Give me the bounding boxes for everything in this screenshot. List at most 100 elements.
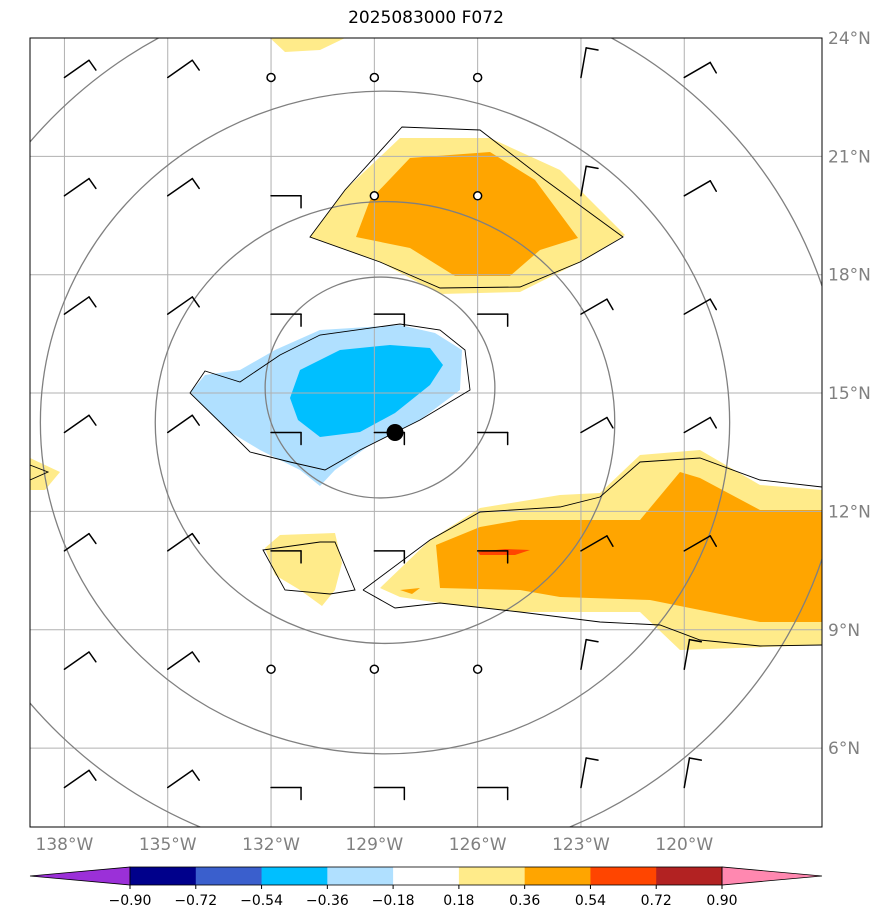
colorbar-segment: [261, 867, 328, 885]
colorbar-segment: [590, 867, 657, 885]
contour-line: [362, 589, 822, 647]
calm-circle: [472, 664, 483, 674]
range-ring: [30, 38, 822, 827]
colorbar-tick-label: −0.90: [109, 893, 152, 909]
latitude-tick-label: 24°N: [828, 29, 871, 49]
range-ring: [264, 276, 496, 499]
wind-barb: [580, 165, 599, 197]
latitude-tick-label: 21°N: [828, 147, 871, 167]
colorbar-segment: [327, 867, 394, 885]
wind-barb: [63, 414, 97, 434]
colorbar-tick-label: 0.36: [509, 893, 540, 909]
wind-barb: [373, 550, 406, 564]
latitude-labels: 24°N 21°N 18°N 15°N 12°N 9°N 6°N: [828, 29, 871, 759]
wind-barb: [166, 59, 200, 79]
shaded-region-north-light: [270, 38, 345, 52]
contour-line: [30, 464, 50, 481]
wind-barb: [476, 313, 509, 327]
colorbar-segment: [656, 867, 723, 885]
wind-barb: [166, 177, 200, 197]
wind-barb: [270, 786, 302, 801]
colorbar-tick-label: −0.54: [240, 893, 283, 909]
wind-barb: [166, 296, 200, 315]
wind-barb: [580, 757, 599, 789]
wind-barb: [270, 431, 302, 446]
wind-barb: [476, 550, 509, 564]
wind-barb: [63, 59, 97, 79]
wind-barb: [580, 298, 614, 315]
wind-barb: [166, 651, 200, 670]
contour-line: [189, 323, 471, 471]
colorbar-tick-label: −0.18: [372, 893, 415, 909]
wind-barb: [63, 296, 97, 315]
wind-barb: [63, 769, 97, 789]
contour-line: [362, 457, 822, 591]
shaded-region-south-orange-tip: [400, 588, 420, 594]
wind-barb: [476, 786, 509, 801]
shaded-region-south-orange: [436, 472, 822, 622]
colorbar-tick-label: −0.72: [174, 893, 217, 909]
colorbar-tick-label: 0.90: [706, 893, 737, 909]
wind-barb: [683, 180, 717, 197]
wind-barb: [580, 638, 599, 670]
calm-circle: [369, 191, 380, 201]
latitude-tick-label: 12°N: [828, 502, 871, 522]
latitude-tick-label: 15°N: [828, 384, 871, 404]
wind-barb: [683, 757, 703, 789]
colorbar-frame: [129, 866, 723, 886]
wind-barb: [476, 431, 509, 446]
wind-barb: [580, 535, 614, 552]
wind-barb: [683, 61, 717, 79]
storm-center-marker: [386, 424, 404, 441]
wind-barb: [63, 532, 97, 552]
longitude-tick-label: 120°W: [655, 835, 713, 855]
longitude-tick-label: 138°W: [36, 835, 94, 855]
colorbar: −0.90 −0.72 −0.54 −0.36 −0.18 0.18 0.36 0.54 0.7…: [29, 866, 823, 909]
contour-line: [262, 541, 356, 595]
wind-barb: [683, 638, 703, 670]
shaded-region-red: [478, 549, 530, 555]
wind-barb: [166, 769, 200, 789]
wind-barb: [683, 298, 717, 315]
colorbar-segment: [393, 867, 460, 885]
shaded-region-negative-medium: [290, 345, 443, 437]
chart-title: 2025083000 F072: [348, 8, 504, 28]
wind-barb: [683, 416, 717, 434]
colorbar-segment: [458, 867, 526, 885]
colorbar-tick-label: −0.36: [306, 893, 349, 909]
longitude-tick-label: 129°W: [345, 835, 403, 855]
wind-barb: [580, 47, 599, 79]
range-ring: [154, 200, 616, 645]
wind-barb: [63, 177, 97, 197]
longitude-labels: 138°W 135°W 132°W 129°W 126°W 123°W 120°W: [36, 835, 714, 855]
longitude-tick-label: 123°W: [552, 835, 610, 855]
wind-barb: [580, 416, 614, 434]
colorbar-tick-label: 0.72: [641, 893, 672, 909]
calm-circle: [472, 191, 483, 201]
wind-barb: [166, 414, 200, 434]
longitude-tick-label: 135°W: [139, 835, 197, 855]
latitude-tick-label: 18°N: [828, 266, 871, 286]
wind-barb: [373, 313, 406, 327]
calm-circle: [369, 664, 380, 674]
wind-barbs: [63, 47, 717, 801]
contour-line: [309, 126, 624, 289]
colorbar-extend-high: [721, 866, 823, 886]
colorbar-segment: [524, 867, 591, 885]
calm-circle: [369, 72, 380, 83]
range-rings: [30, 38, 822, 827]
map-frame: [29, 37, 823, 828]
calm-circle: [266, 72, 276, 83]
longitude-tick-label: 132°W: [242, 835, 300, 855]
range-ring: [39, 90, 731, 755]
longitude-tick-label: 126°W: [449, 835, 507, 855]
graticule: [30, 38, 822, 827]
calm-wind-markers: [266, 72, 483, 674]
wind-barb: [270, 313, 302, 327]
calm-circle: [266, 664, 276, 674]
wind-barb: [373, 786, 406, 801]
wind-barb: [270, 550, 302, 564]
wind-barb: [683, 535, 717, 552]
calm-circle: [472, 72, 483, 83]
